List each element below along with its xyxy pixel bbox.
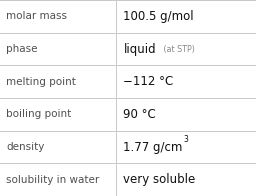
Text: −112 °C: −112 °C xyxy=(123,75,174,88)
Text: solubility in water: solubility in water xyxy=(6,175,99,185)
Text: melting point: melting point xyxy=(6,77,76,87)
Text: 90 °C: 90 °C xyxy=(123,108,156,121)
Text: density: density xyxy=(6,142,44,152)
Text: (at STP): (at STP) xyxy=(161,44,195,54)
Text: 100.5 g/mol: 100.5 g/mol xyxy=(123,10,194,23)
Text: molar mass: molar mass xyxy=(6,11,67,21)
Text: boiling point: boiling point xyxy=(6,109,71,119)
Text: very soluble: very soluble xyxy=(123,173,196,186)
Text: 3: 3 xyxy=(183,135,188,144)
Text: 1.77 g/cm: 1.77 g/cm xyxy=(123,141,183,153)
Text: phase: phase xyxy=(6,44,37,54)
Text: liquid: liquid xyxy=(123,43,156,55)
